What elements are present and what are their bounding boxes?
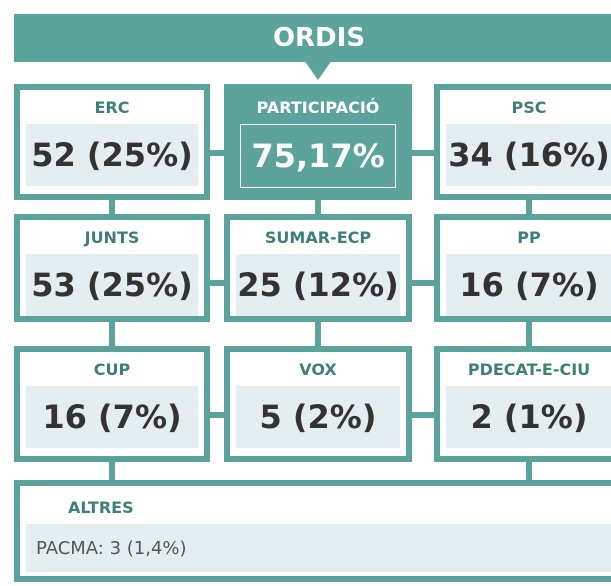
- result-box: SUMAR-ECP 25 (12%): [224, 214, 412, 322]
- party-value: 16 (7%): [446, 254, 611, 316]
- others-box: ALTRES PACMA: 3 (1,4%): [14, 480, 611, 582]
- party-value: 75,17%: [240, 124, 396, 188]
- party-label: ERC: [94, 98, 130, 117]
- party-label: JUNTS: [84, 228, 140, 247]
- others-label: ALTRES: [68, 498, 134, 517]
- result-box: PDECAT-E-CIU 2 (1%): [434, 346, 611, 462]
- party-label: PDECAT-E-CIU: [467, 360, 591, 379]
- result-box: VOX 5 (2%): [224, 346, 412, 462]
- party-value: 2 (1%): [446, 386, 611, 448]
- header: ORDIS: [14, 14, 611, 62]
- party-value: 34 (16%): [446, 124, 611, 186]
- result-box: ERC 52 (25%): [14, 84, 210, 200]
- party-label: CUP: [93, 360, 131, 379]
- party-value: 53 (25%): [26, 254, 198, 316]
- party-value: 25 (12%): [236, 254, 400, 316]
- result-box: CUP 16 (7%): [14, 346, 210, 462]
- result-box: PSC 34 (16%): [434, 84, 611, 200]
- party-label: SUMAR-ECP: [264, 228, 372, 247]
- result-box: PARTICIPACIÓ 75,17%: [224, 84, 412, 200]
- party-label: VOX: [299, 360, 337, 379]
- result-box: JUNTS 53 (25%): [14, 214, 210, 322]
- others-text: PACMA: 3 (1,4%): [26, 524, 611, 572]
- party-label: PSC: [511, 98, 547, 117]
- connector: [526, 190, 532, 480]
- party-value: 52 (25%): [26, 124, 198, 186]
- connector: [109, 190, 115, 480]
- party-value: 5 (2%): [236, 386, 400, 448]
- pointer: [304, 60, 332, 80]
- result-box: PP 16 (7%): [434, 214, 611, 322]
- party-label: PARTICIPACIÓ: [256, 98, 380, 117]
- party-label: PP: [517, 228, 541, 247]
- party-value: 16 (7%): [26, 386, 198, 448]
